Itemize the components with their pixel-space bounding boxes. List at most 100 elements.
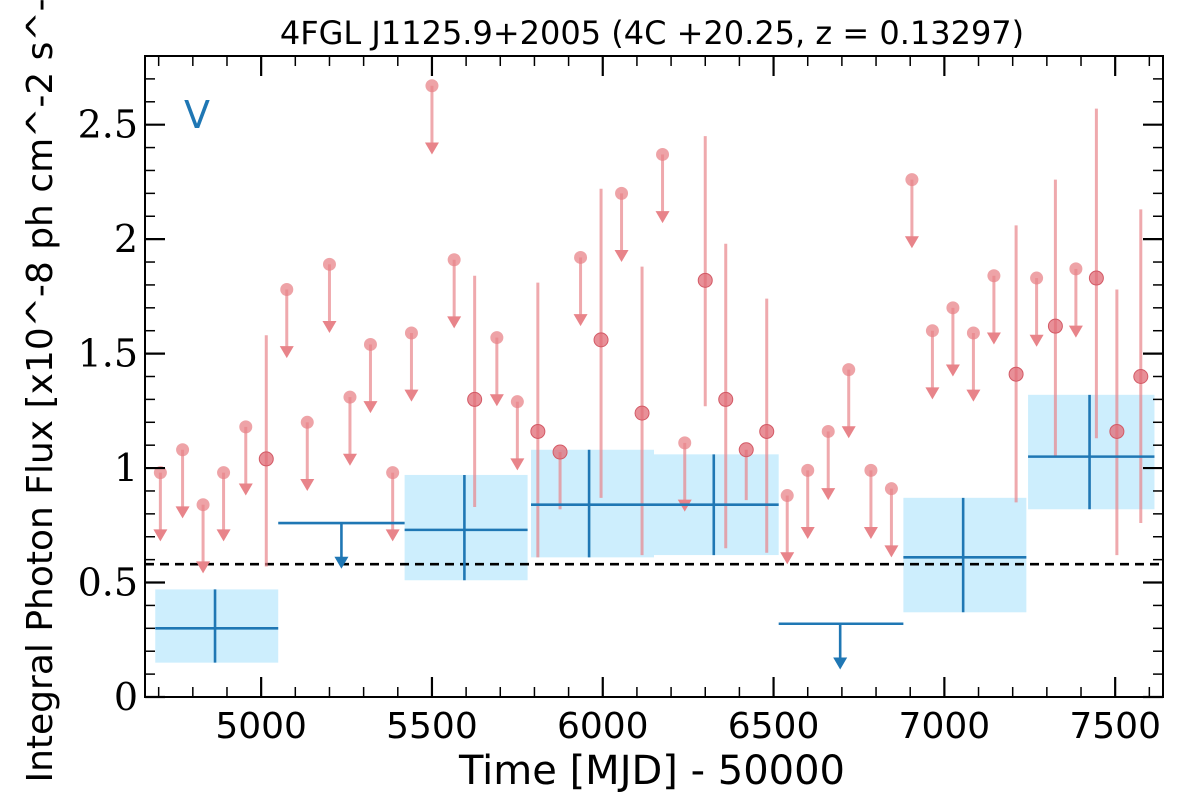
upper-limit-marker [343,390,357,404]
upper-limit-marker [864,463,878,477]
upper-limit-marker [510,395,524,409]
upper-limit-arrow [884,545,899,558]
upper-limit-arrow [510,458,525,471]
short-bin-point [1133,209,1149,524]
x-tick-label: 7000 [899,706,991,747]
upper-limit-arrow [655,211,670,224]
short-bin-upper-limit [279,283,294,359]
data-point [1088,270,1104,286]
short-bin-upper-limit [363,337,378,414]
upper-limit-arrow [614,250,629,263]
upper-limit-arrow [238,483,253,496]
y-tick-label: 1 [114,446,138,490]
short-bin-upper-limit [322,257,337,334]
data-point [634,405,650,421]
upper-limit-marker [239,420,253,434]
long-bin-band [903,497,1027,613]
upper-limit-arrow [904,236,919,249]
data-point [759,423,775,439]
short-bin-point [738,442,754,501]
upper-limit-marker [447,253,461,267]
long-bin-point [531,449,654,558]
long-bin-point [903,497,1027,613]
upper-limit-arrow [863,527,878,540]
short-bin-point [697,136,713,407]
data-point [1133,369,1149,384]
long-bin-upper-limit [278,521,405,569]
short-bin-upper-limit [447,253,462,329]
short-bin-upper-limit [1029,271,1044,347]
upper-limit-marker [656,147,670,161]
short-bin-upper-limit [424,79,439,155]
upper-limit-marker [363,337,377,351]
x-axis-label: Time [MJD] - 50000 [458,748,845,794]
upper-limit-arrow [945,364,960,377]
upper-limit-arrow [322,321,337,334]
upper-limit-arrow [447,316,462,329]
short-bin-upper-limit [342,390,357,466]
long-bin-series [155,394,1155,670]
data-point [738,442,754,458]
short-bin-upper-limit [175,443,190,519]
x-tick-label: 5000 [215,706,307,747]
data-point [697,272,713,288]
long-bin-point [404,474,528,581]
upper-limit-arrow [986,332,1001,345]
upper-limit-marker [490,331,504,345]
short-bin-upper-limit [614,186,629,263]
short-bin-point [1047,179,1063,457]
short-bin-upper-limit [1068,262,1083,338]
y-tick-label: 0.5 [78,561,138,605]
short-bin-point [258,335,274,567]
long-bin-bands [155,394,1155,663]
data-point [593,332,609,348]
upper-limit-marker [678,436,692,450]
short-bin-upper-limit [821,424,836,501]
upper-limit-marker [196,498,210,512]
x-tick-label: 6500 [728,706,820,747]
upper-limit-marker [425,79,439,93]
upper-limit-arrow [800,527,815,540]
short-bin-point [759,298,775,553]
short-bin-upper-limit [216,466,231,542]
x-tick-label: 7500 [1069,706,1161,747]
short-bin-upper-limit [800,463,815,540]
short-bin-upper-limit [904,173,919,249]
data-point [1008,366,1024,382]
upper-limit-arrow [196,561,211,574]
y-tick-label: 1.5 [78,332,138,376]
long-bin-point [1028,394,1155,510]
upper-limit-marker [153,466,167,480]
data-point [552,444,568,460]
short-bin-point [530,282,546,558]
short-bin-upper-limit [573,250,588,327]
short-bin-upper-limit [153,466,168,542]
data-point [718,391,734,407]
upper-limit-marker [966,326,980,340]
upper-limit-arrow [841,426,856,439]
short-bin-upper-limit [404,326,419,402]
short-bin-upper-limit [966,326,981,402]
upper-limit-arrow [780,552,795,565]
upper-limit-marker [322,257,336,271]
short-bin-point [552,444,568,510]
upper-limit-arrow [363,401,378,414]
long-bin-point [654,454,779,556]
short-bin-upper-limit [841,363,856,439]
short-bin-upper-limit [945,301,960,377]
upper-limit-marker [987,269,1001,283]
upper-limit-arrow [1029,334,1044,347]
upper-limit-marker [300,415,314,429]
upper-limit-arrow [821,488,836,501]
upper-limit-marker [386,466,400,480]
short-bin-upper-limit [385,466,400,542]
short-bin-upper-limit [884,482,899,558]
upper-limit-marker [1030,271,1044,285]
upper-limit-arrow [279,346,294,359]
y-axis-ticks: 0 0.5 1 1.5 2 2.5 [78,78,1163,719]
y-axis-label: Integral Photon Flux [x10^-8 ph cm^-2 s^… [20,0,61,783]
upper-limit-arrow [925,387,940,400]
upper-limit-arrow [342,453,357,466]
chart-title: 4FGL J1125.9+2005 (4C +20.25, z = 0.1329… [280,14,1024,52]
